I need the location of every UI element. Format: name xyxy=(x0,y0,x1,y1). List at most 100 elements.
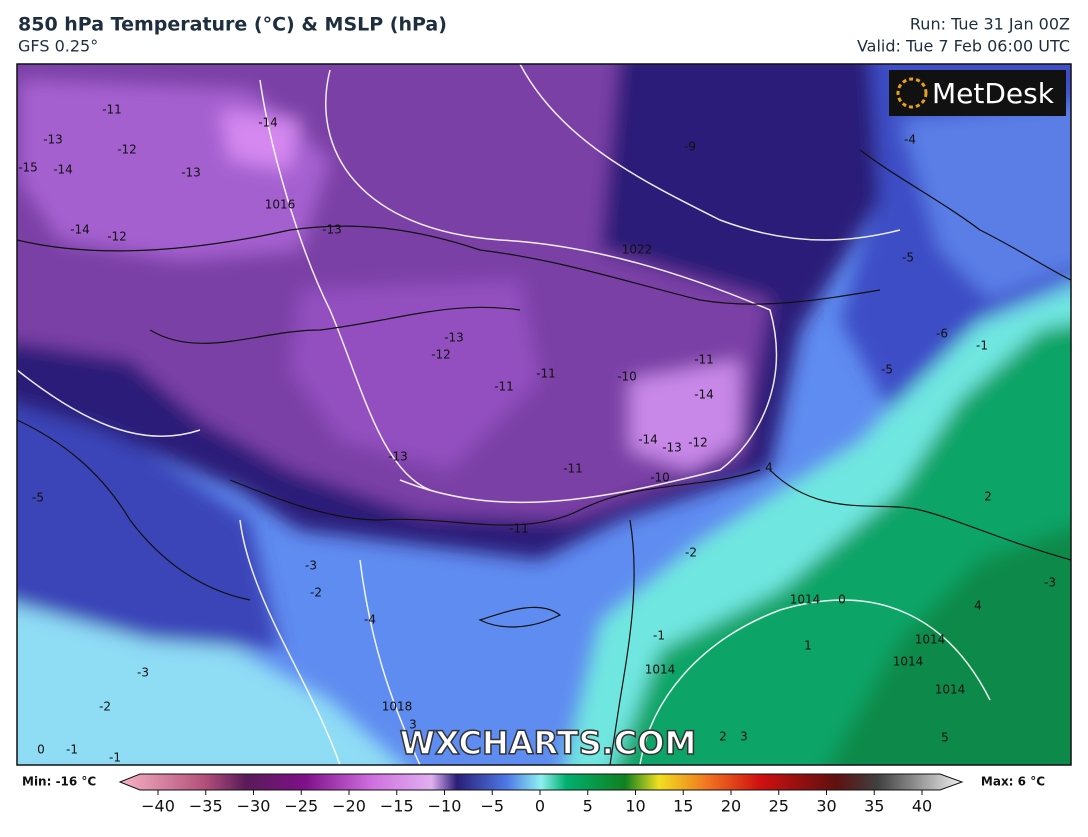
field-blue-sw xyxy=(17,396,280,650)
contour-label: -6 xyxy=(936,327,948,341)
run-time: Run: Tue 31 Jan 00Z xyxy=(910,15,1070,34)
isobar xyxy=(325,69,778,504)
colorbar-tick-label: 0 xyxy=(535,797,545,816)
contour-label: -11 xyxy=(694,353,714,367)
field-dark-green xyxy=(828,526,1071,765)
coastlines xyxy=(17,149,1071,765)
logo-box xyxy=(889,70,1066,116)
contour-label: -10 xyxy=(650,471,670,485)
field-mid-purple xyxy=(290,280,540,470)
colorbar-tick-label: 40 xyxy=(912,797,932,816)
contour-label: -14 xyxy=(258,116,278,130)
contour-label: -1 xyxy=(976,339,988,353)
field-pink xyxy=(220,110,300,170)
colorbar-tick-label: 10 xyxy=(625,797,645,816)
valid-time: Valid: Tue 7 Feb 06:00 UTC xyxy=(857,37,1070,56)
colorbar-tick-label: 5 xyxy=(583,797,593,816)
contour-label: -1 xyxy=(109,751,121,765)
contour-label: 0 xyxy=(838,593,846,607)
contour-labels: -11-14-13-12-15 -14 -13-14 -12 -1310161022-9… xyxy=(18,103,1056,765)
contour-label: 1014 xyxy=(935,683,966,697)
colorbar-tick-label: −30 xyxy=(237,797,271,816)
contour-label: -4 xyxy=(904,133,916,147)
contour-label: -13 xyxy=(388,450,408,464)
isobar xyxy=(639,599,991,765)
contour-label: -12 xyxy=(431,348,451,362)
contour-label: -14 xyxy=(694,388,714,402)
contour-label: -2 xyxy=(685,546,697,560)
contour-label: -10 xyxy=(617,370,637,384)
colorbar-tick-label: −10 xyxy=(428,797,462,816)
map-frame xyxy=(16,63,1072,766)
contour-label: -14 xyxy=(53,163,73,177)
temperature-field xyxy=(17,64,1071,765)
contour-label: -13 xyxy=(662,441,682,455)
colorbar-tick-label: 20 xyxy=(721,797,741,816)
contour-label: -11 xyxy=(536,367,556,381)
map: -11-14-13-12-15 -14 -13-14 -12 -1310161022-9… xyxy=(17,64,1071,765)
colorbar-ticks: −40 −35 −30 −25 −20 −15 −10 −5 0 5 10 15 20 25 30 35 40 xyxy=(141,790,932,816)
coastline xyxy=(229,469,761,526)
colorbar-tick-label: 30 xyxy=(816,797,836,816)
contour-label: -11 xyxy=(563,462,583,476)
contour-label: -11 xyxy=(102,103,122,117)
isobar xyxy=(17,369,201,437)
contour-label: 1014 xyxy=(893,655,924,669)
contour-label: -5 xyxy=(32,491,44,505)
contour-label: -1 xyxy=(653,629,665,643)
contour-label: 1014 xyxy=(915,633,946,647)
colorbar-min: Min: -16 °C xyxy=(22,775,96,789)
contour-label: -5 xyxy=(881,363,893,377)
contour-label: -3 xyxy=(137,666,149,680)
contour-label: -13 xyxy=(322,223,342,237)
contour-label: -5 xyxy=(902,251,914,265)
contour-label: -11 xyxy=(509,522,529,536)
colorbar xyxy=(118,773,964,791)
coastline xyxy=(609,519,635,765)
contour-label: -12 xyxy=(107,230,127,244)
contour-label: -14 xyxy=(70,223,90,237)
isobar xyxy=(259,79,431,491)
isobar xyxy=(359,559,421,765)
colorbar-max: Max: 6 °C xyxy=(981,775,1045,789)
coastline xyxy=(149,306,521,344)
contour-label: 4 xyxy=(765,461,773,475)
isobar xyxy=(519,64,901,241)
colorbar-tick-label: 35 xyxy=(864,797,884,816)
colorbar-tick-label: −40 xyxy=(141,797,175,816)
contour-label: -11 xyxy=(494,380,514,394)
contour-label: 3 xyxy=(409,718,417,732)
border xyxy=(859,149,1071,281)
subtitle: GFS 0.25° xyxy=(18,37,98,56)
colorbar-tick-label: 15 xyxy=(673,797,693,816)
contour-label: -3 xyxy=(305,559,317,573)
logo: MetDesk xyxy=(932,77,1055,110)
contour-label: 1022 xyxy=(622,243,653,257)
contour-label: -3 xyxy=(1044,576,1056,590)
contour-label: -2 xyxy=(99,700,111,714)
contour-label: -13 xyxy=(444,331,464,345)
border xyxy=(17,225,881,305)
contour-label: -14 xyxy=(638,433,658,447)
field-pink-east xyxy=(630,360,740,470)
colorbar-tick-label: −35 xyxy=(189,797,223,816)
colorbar-tick-label: 25 xyxy=(769,797,789,816)
contour-label: -13 xyxy=(181,166,201,180)
contour-label: 3 xyxy=(740,730,748,744)
contour-label: -13 xyxy=(43,133,63,147)
colorbar-tick-label: −5 xyxy=(480,797,504,816)
coastline xyxy=(17,419,251,601)
contour-label: -4 xyxy=(364,613,376,627)
border xyxy=(769,469,1071,561)
contour-label: 1014 xyxy=(790,593,821,607)
watermark: WXCHARTS.COM xyxy=(400,724,697,762)
contour-label: -2 xyxy=(310,586,322,600)
cyprus xyxy=(478,606,562,628)
contour-label: 2 xyxy=(719,730,727,744)
contour-label: 1 xyxy=(804,639,812,653)
contour-label: -12 xyxy=(117,143,137,157)
colorbar-tick-label: −15 xyxy=(380,797,414,816)
isobars xyxy=(17,64,991,765)
title: 850 hPa Temperature (°C) & MSLP (hPa) xyxy=(18,14,447,36)
